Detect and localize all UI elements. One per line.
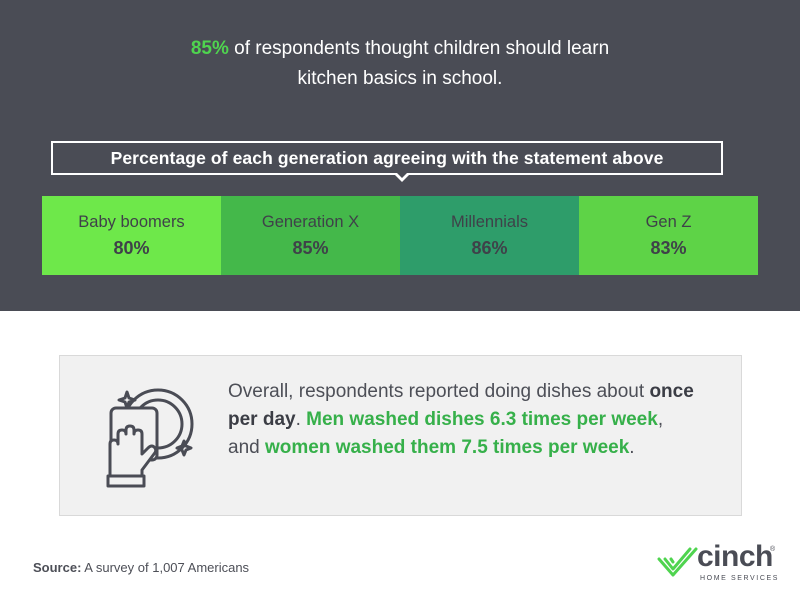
- gen-name: Generation X: [261, 212, 360, 231]
- card-text-women: women washed them 7.5 times per week: [264, 437, 630, 458]
- gen-tile-gen-z: Gen Z 83%: [579, 196, 758, 275]
- logo-wordmark: cinch: [697, 540, 773, 573]
- gen-value: 80%: [113, 237, 150, 258]
- dishes-card: Overall, respondents reported doing dish…: [59, 355, 742, 516]
- headline: 85% of respondents thought children shou…: [0, 34, 800, 94]
- card-text-5: , and: [228, 409, 664, 458]
- source-label: Source:: [33, 560, 82, 575]
- gen-name: Millennials: [450, 212, 529, 231]
- headline-text-1: of respondents thought children should l…: [228, 38, 610, 59]
- card-text-men: Men washed dishes 6.3 times per week: [306, 409, 658, 430]
- gen-name: Baby boomers: [78, 212, 185, 231]
- gen-value: 86%: [471, 237, 508, 258]
- dish-washing-icon: [106, 388, 194, 488]
- headline-line-2: kitchen basics in school.: [297, 68, 503, 89]
- gen-tile-millennials: Millennials 86%: [400, 196, 579, 275]
- headline-accent: 85%: [190, 38, 229, 59]
- logo-tagline: HOME SERVICES: [700, 575, 780, 582]
- gen-value: 85%: [292, 237, 329, 258]
- card-text-1: Overall, respondents reported doing dish…: [228, 381, 650, 402]
- header-panel: 85% of respondents thought children shou…: [0, 0, 800, 311]
- gen-tile-generation-x: Generation X 85%: [221, 196, 400, 275]
- source-text: A survey of 1,007 Americans: [81, 560, 250, 575]
- cinch-logo-check-icon: [657, 547, 698, 577]
- dishes-summary: Overall, respondents reported doing dish…: [228, 378, 698, 462]
- chart-label: Percentage of each generation agreeing w…: [51, 141, 723, 175]
- gen-tile-baby-boomers: Baby boomers 80%: [42, 196, 221, 275]
- card-text-once-per-day: once per day: [228, 381, 694, 430]
- gen-value: 83%: [650, 237, 687, 258]
- pointer-arrow-inner: [396, 172, 408, 178]
- card-text-7: .: [629, 437, 635, 458]
- source-note: Source: A survey of 1,007 Americans: [33, 560, 249, 575]
- logo-registered: ®: [770, 546, 776, 553]
- gen-name: Gen Z: [645, 212, 692, 231]
- card-text-3: .: [295, 409, 307, 430]
- headline-line-1: 85% of respondents thought children shou…: [0, 34, 800, 64]
- generation-tiles: Baby boomers 80% Generation X 85% Millen…: [42, 196, 758, 275]
